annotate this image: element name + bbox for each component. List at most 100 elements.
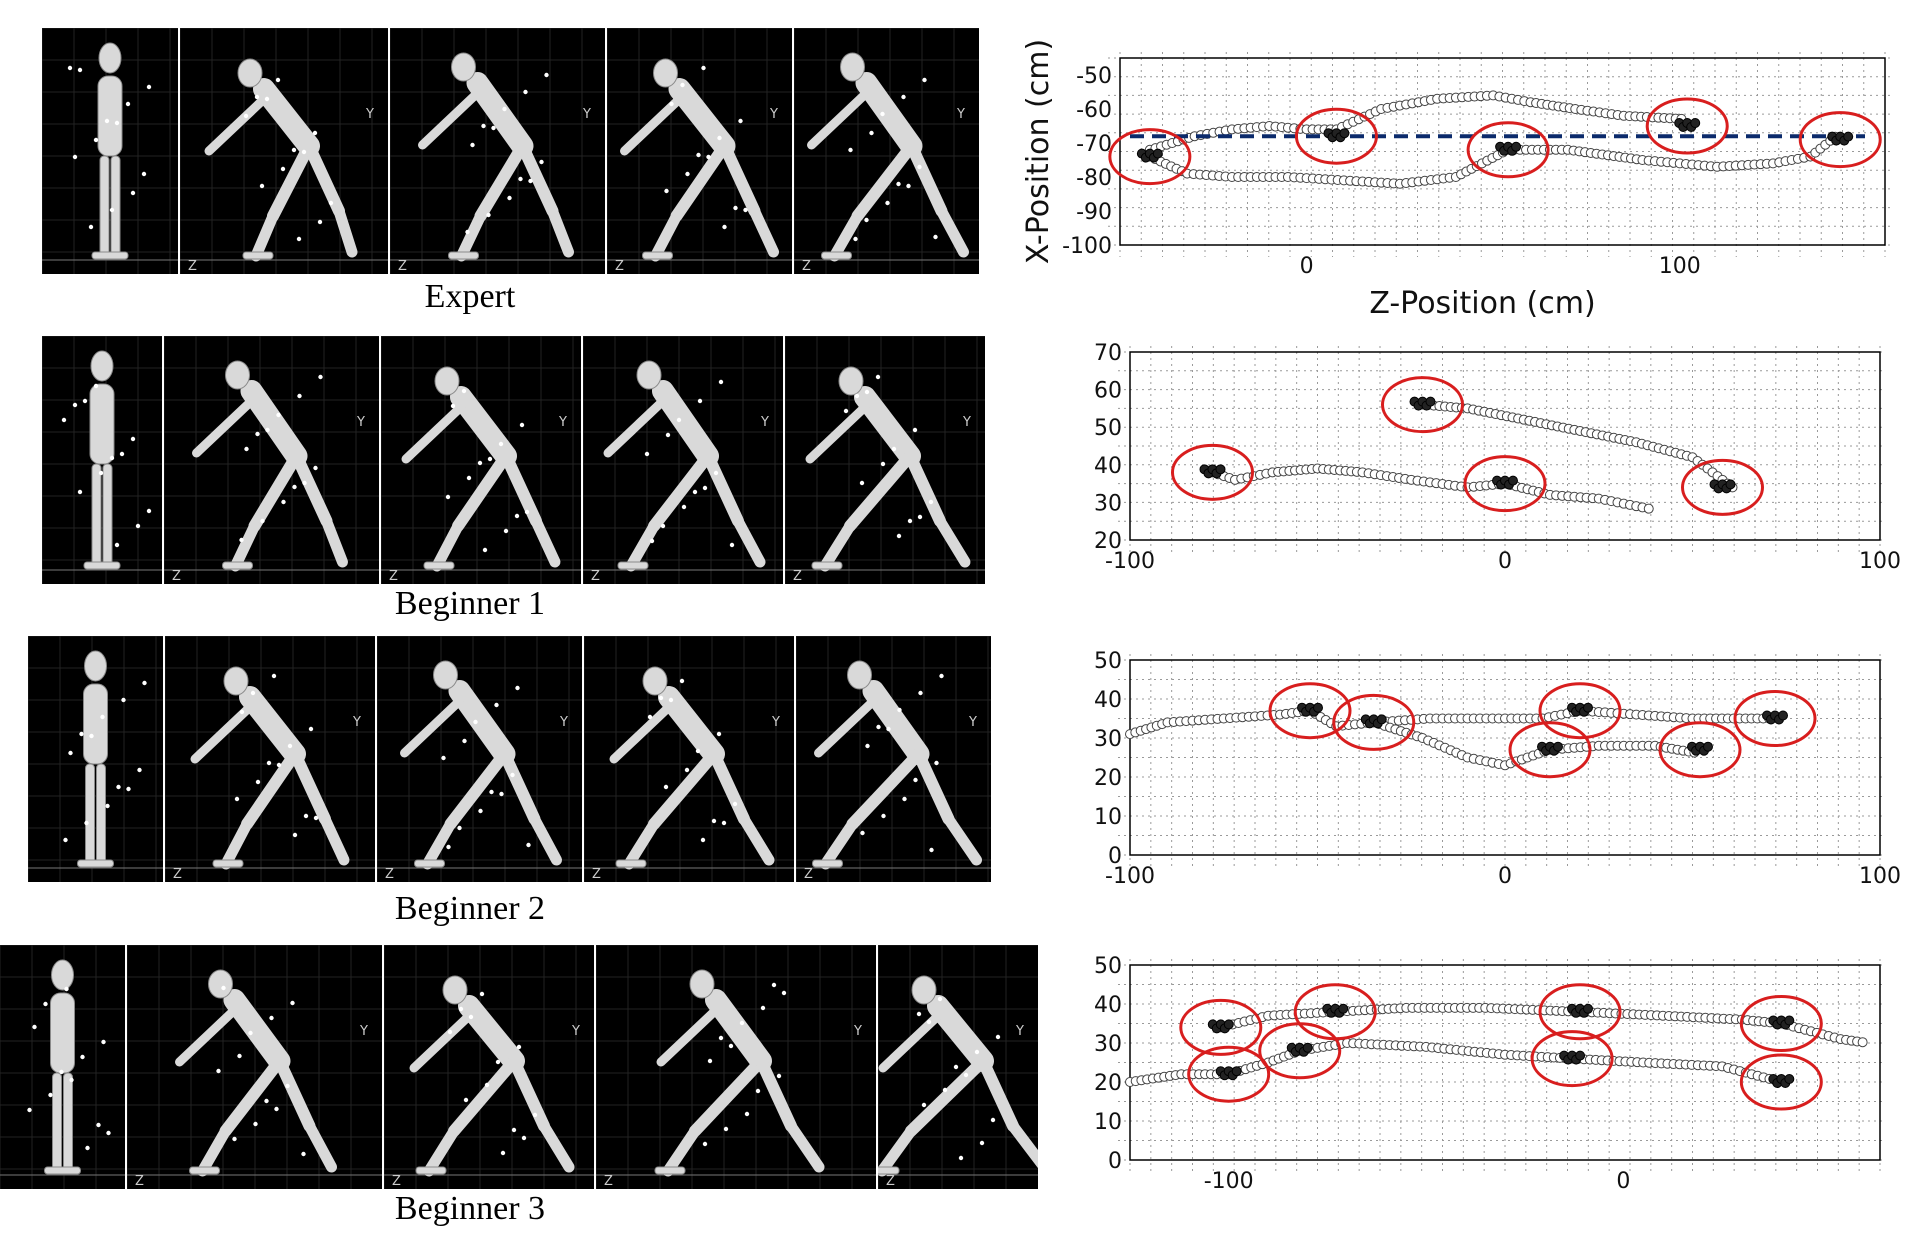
marker-dot: [239, 537, 244, 543]
frame-axis-z-letter: Z: [173, 867, 182, 882]
motion-frame-svg: YZ: [606, 27, 792, 274]
marker-dot: [264, 1098, 269, 1104]
x-tick-label: -100: [1204, 1169, 1254, 1194]
marker-dot: [500, 1150, 506, 1156]
motion-frame-svg: YZ: [793, 27, 979, 274]
frame-axis-y-letter: Y: [962, 415, 971, 430]
y-tick-label: -60: [1076, 98, 1112, 123]
motion-frame-svg: YZ: [784, 335, 985, 584]
frame-axis-z-letter: Z: [385, 867, 394, 882]
marker-dot: [69, 1077, 74, 1083]
y-tick-label: 30: [1094, 727, 1122, 752]
marker-dot: [644, 451, 650, 457]
mannequin-figure: [67, 42, 152, 260]
marker-dot: [109, 455, 115, 461]
motion-frame-svg: YZ: [389, 27, 605, 274]
motion-frame-svg: YZ: [583, 635, 794, 882]
motion-frame: [41, 335, 162, 584]
marker-dot: [760, 1005, 766, 1011]
marker-dot: [296, 236, 302, 242]
marker-dot: [680, 82, 685, 88]
marker-dot: [265, 427, 270, 433]
marker-dot: [32, 1024, 37, 1030]
marker-dot: [679, 678, 685, 684]
marker-dot: [274, 1106, 279, 1112]
y-tick-label: 40: [1094, 454, 1122, 479]
plot-frame: [1129, 964, 1881, 1161]
highlight-circle: [1258, 1022, 1342, 1080]
trajectory-plot-beginner-1: 20 30 40 50 60 70 -100 0 100: [1070, 340, 1901, 575]
marker-dot: [482, 547, 488, 553]
marker-dot: [234, 796, 240, 802]
motion-frame-svg: [41, 27, 178, 274]
marker-dot: [292, 832, 298, 838]
marker-dot: [495, 1059, 501, 1065]
marker-dot: [933, 234, 938, 240]
marker-dot: [664, 188, 669, 194]
release-point: [1843, 131, 1854, 142]
marker-dot: [100, 714, 105, 720]
marker-dot: [93, 137, 99, 143]
marker-dot: [521, 1135, 527, 1141]
marker-dot: [781, 990, 787, 996]
marker-dot: [479, 991, 485, 997]
mannequin-figure: [868, 975, 1050, 1177]
marker-dot: [59, 1069, 64, 1075]
x-axis-label: Z-Position (cm): [1369, 286, 1595, 321]
marker-dot: [216, 1068, 221, 1074]
marker-dot: [886, 726, 891, 732]
x-tick-label: 0: [1300, 254, 1314, 279]
release-point: [1152, 148, 1163, 159]
marker-dot: [676, 417, 682, 423]
marker-dot: [93, 383, 99, 389]
marker-dot: [142, 680, 147, 686]
marker-dot: [276, 762, 282, 768]
release-point: [1508, 475, 1518, 486]
highlight-circle: [1466, 121, 1550, 179]
marker-dot: [860, 830, 865, 836]
marker-dot: [853, 236, 858, 242]
release-point: [1784, 1074, 1795, 1084]
marker-dot: [906, 183, 911, 189]
marker-dot: [717, 135, 722, 141]
marker-dot: [516, 1044, 522, 1050]
marker-dot: [291, 147, 297, 153]
marker-dot: [478, 808, 483, 814]
marker-dot: [880, 461, 886, 467]
y-tick-label: 20: [1094, 1071, 1122, 1096]
marker-dot: [266, 760, 272, 766]
marker-dot: [303, 813, 309, 819]
frame-axis-y-letter: Y: [853, 1024, 862, 1039]
marker-dot: [937, 996, 943, 1002]
marker-dot: [114, 120, 120, 126]
marker-dot: [67, 65, 73, 71]
mannequin-figure: [654, 969, 825, 1177]
release-point: [1778, 710, 1788, 721]
release-point: [1338, 1003, 1349, 1014]
marker-dot: [85, 1145, 90, 1151]
frame-axis-y-letter: Y: [356, 415, 365, 430]
marker-dot: [491, 125, 496, 131]
mannequin-figure: [400, 660, 562, 870]
release-point: [1725, 479, 1736, 490]
marker-dot: [466, 475, 472, 481]
marker-dot: [706, 154, 711, 160]
motion-frame-svg: YZ: [126, 944, 382, 1189]
marker-dot: [876, 724, 881, 730]
marker-dot: [457, 825, 462, 831]
marker-dot: [511, 1127, 517, 1133]
marker-dot: [658, 695, 664, 701]
marker-dot: [470, 142, 475, 148]
y-tick-label: 20: [1094, 529, 1122, 554]
motion-frame-svg: YZ: [582, 335, 783, 584]
marker-dot: [854, 393, 860, 399]
marker-dot: [328, 200, 334, 206]
marker-dot: [539, 159, 544, 165]
highlight-circle: [1739, 1053, 1823, 1111]
marker-dot: [510, 772, 515, 778]
y-tick-label: 60: [1094, 379, 1122, 404]
marker-dot: [979, 1140, 985, 1146]
